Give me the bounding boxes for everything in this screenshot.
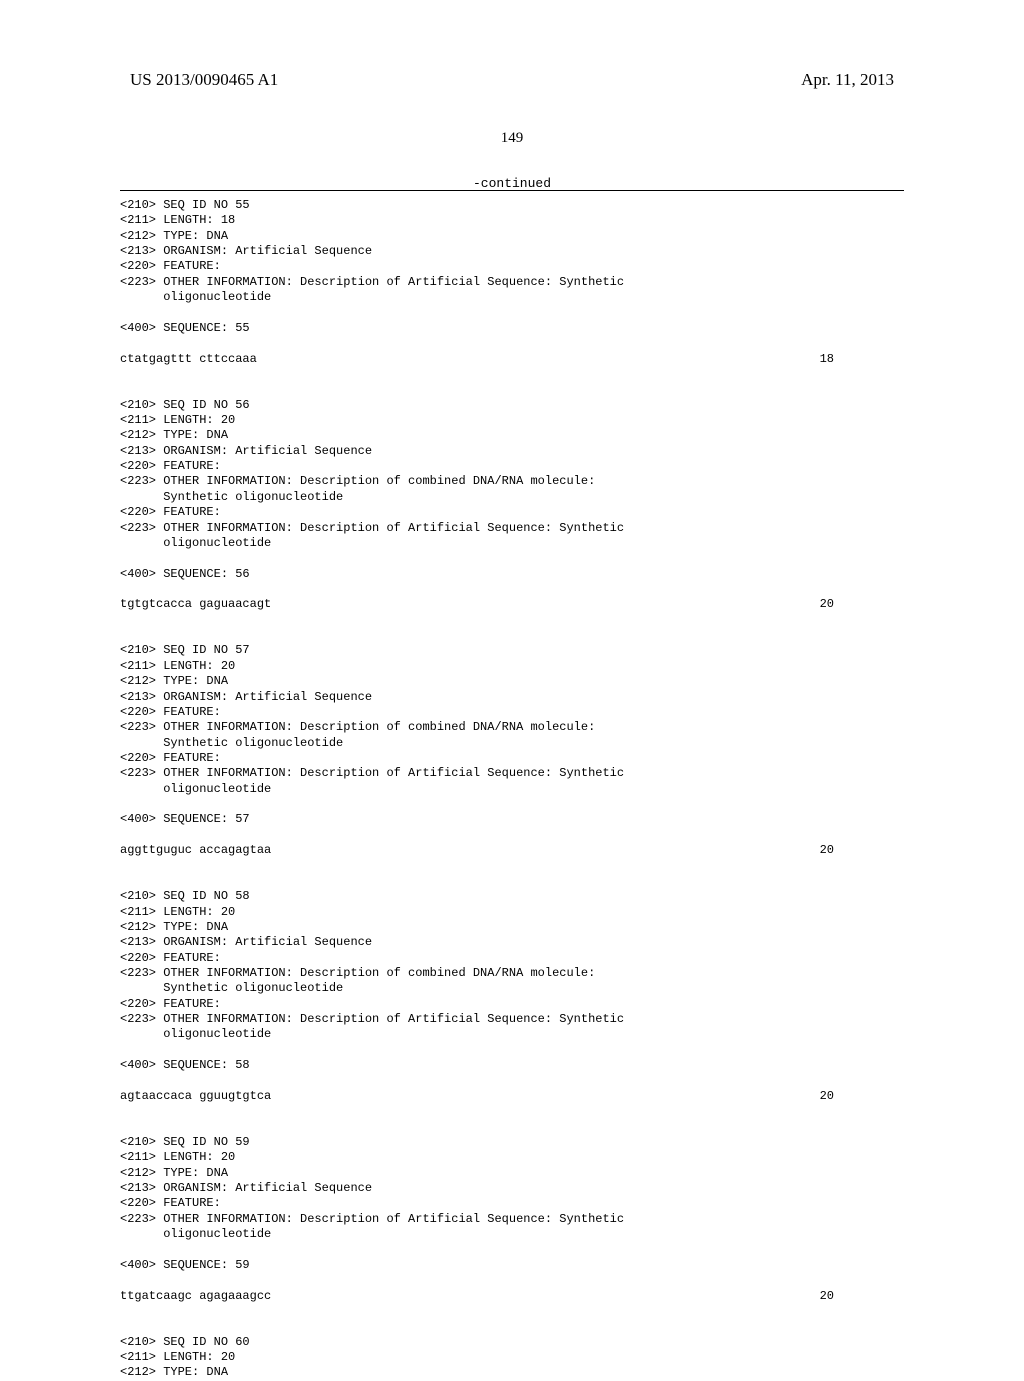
publication-date: Apr. 11, 2013: [801, 70, 894, 90]
page-number: 149: [0, 130, 1024, 147]
page: US 2013/0090465 A1 Apr. 11, 2013 149 -co…: [0, 0, 1024, 1320]
horizontal-rule: [120, 190, 904, 191]
continued-label: -continued: [0, 176, 1024, 191]
publication-number: US 2013/0090465 A1: [130, 70, 278, 90]
sequence-listing: <210> SEQ ID NO 55 <211> LENGTH: 18 <212…: [120, 198, 904, 1381]
